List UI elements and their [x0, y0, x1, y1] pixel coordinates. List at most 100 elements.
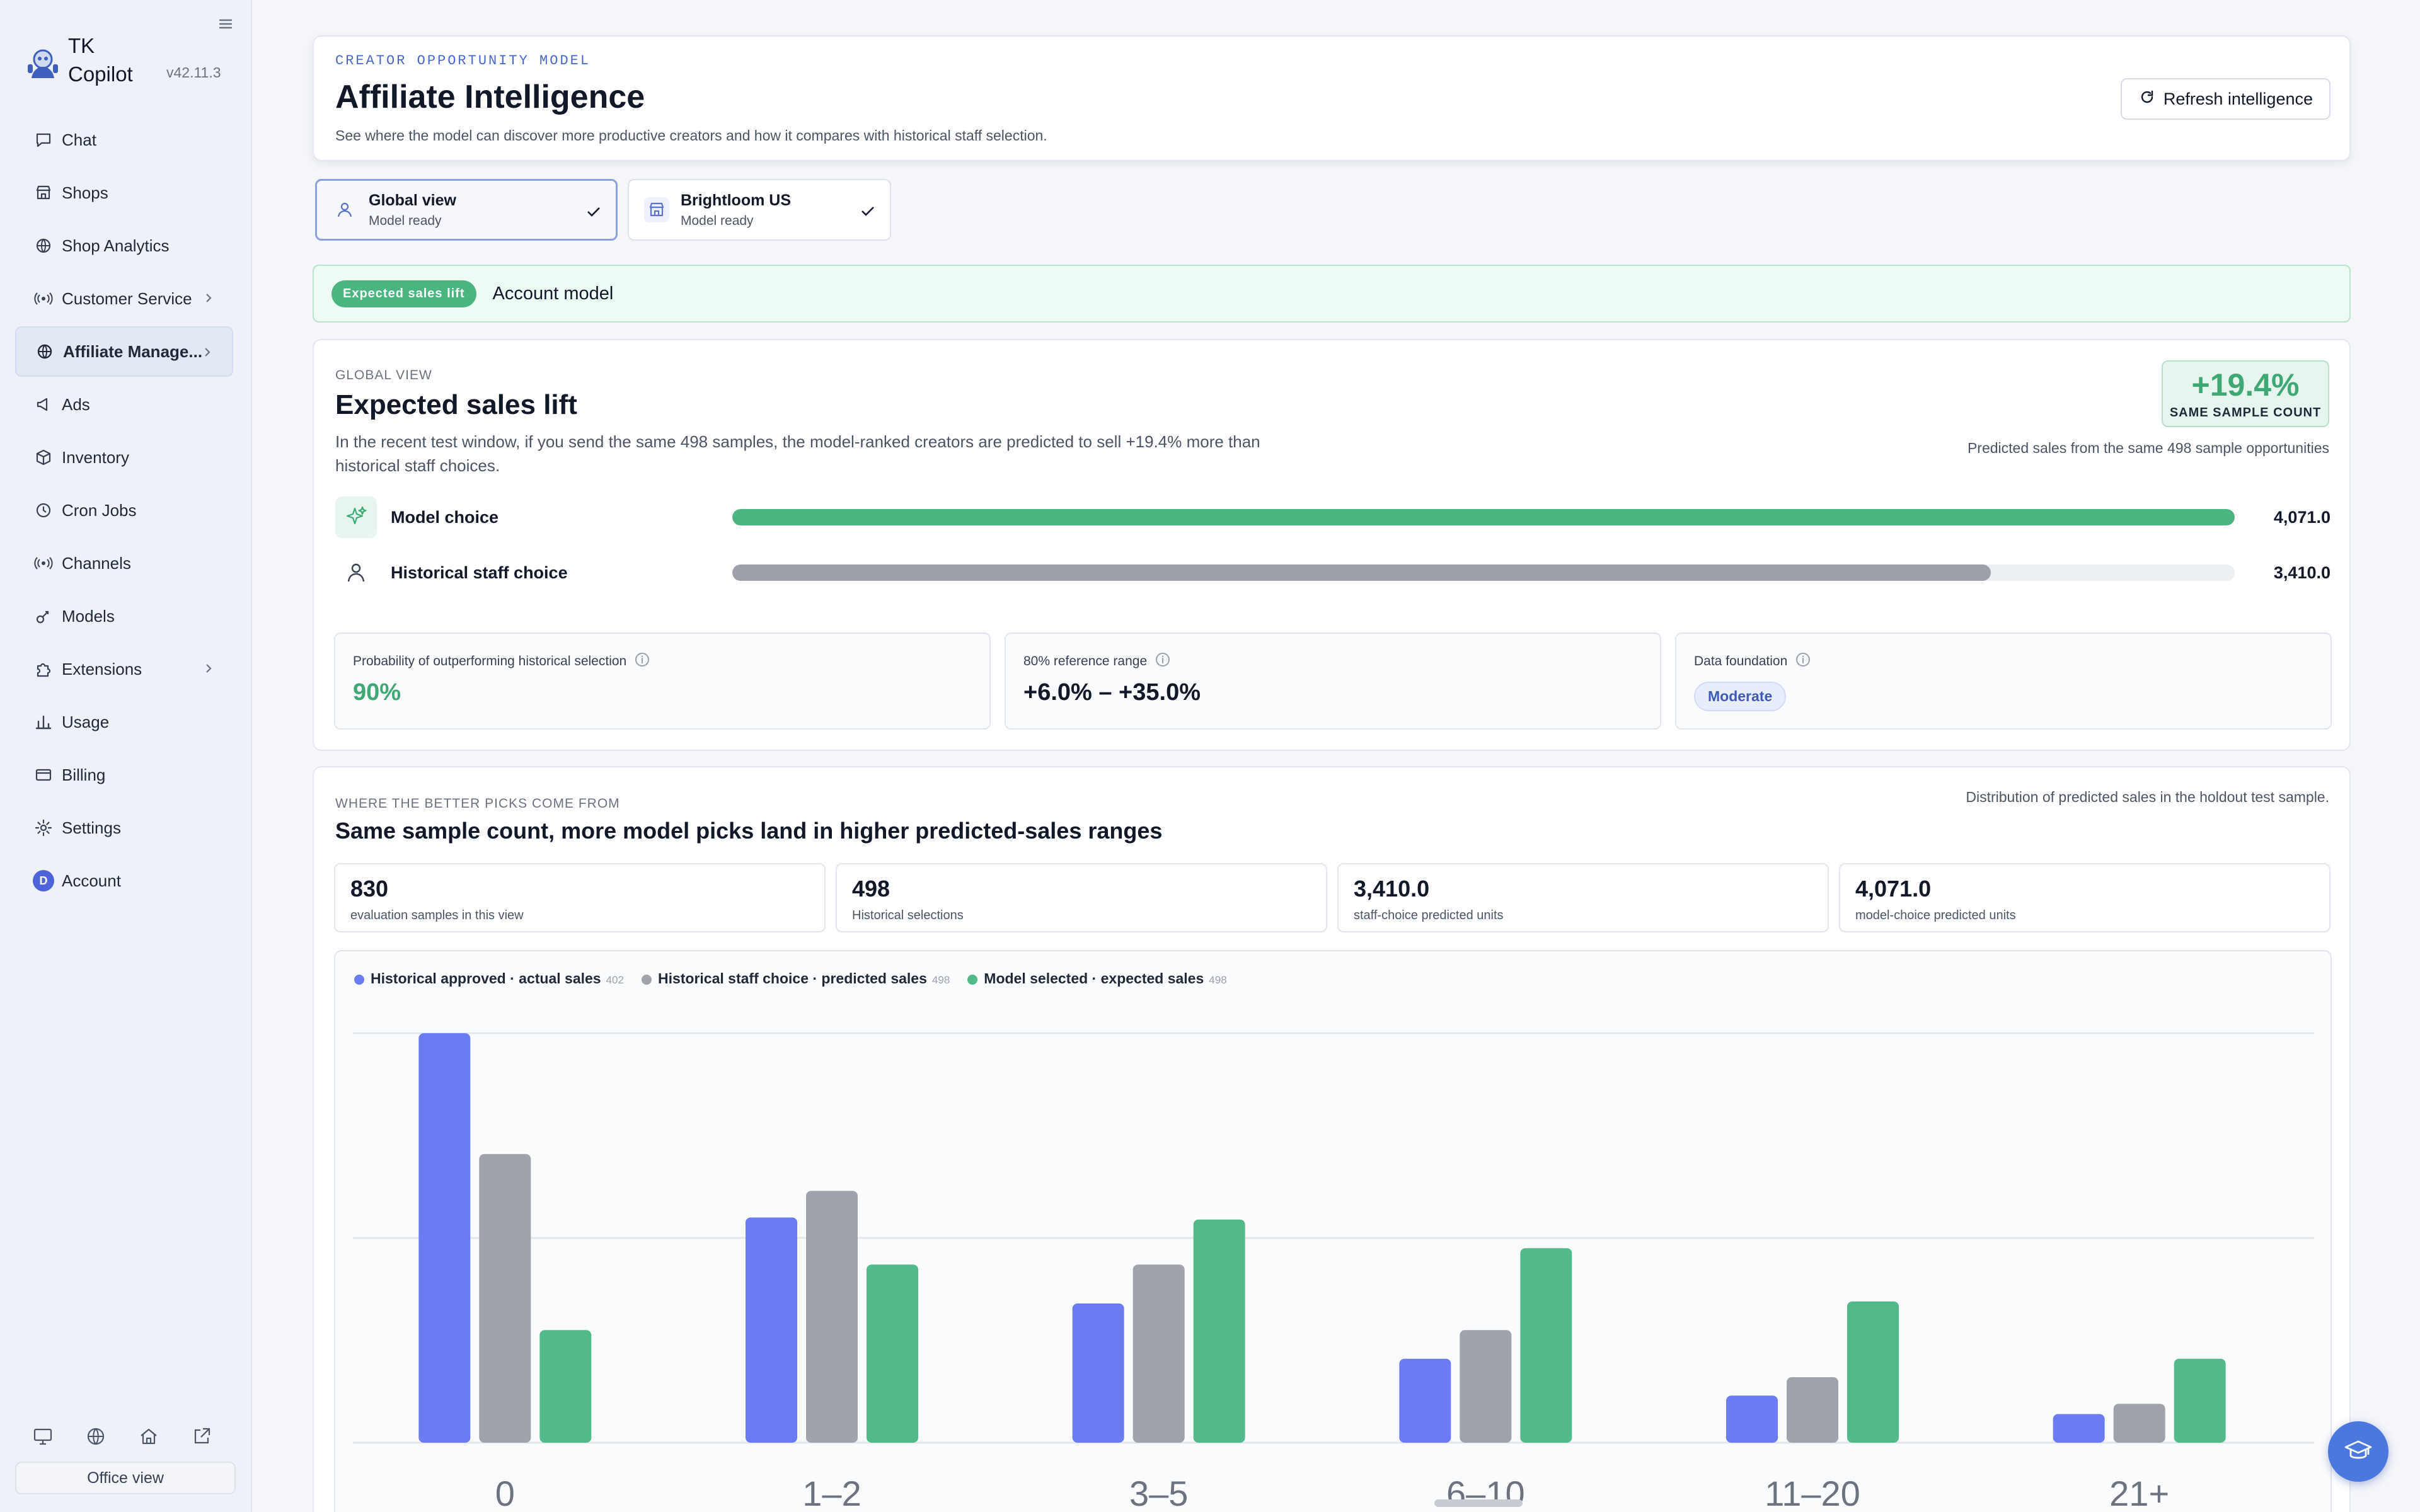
sidebar-item-cron-jobs[interactable]: Cron Jobs	[15, 485, 233, 536]
info-icon[interactable]	[1795, 651, 1811, 672]
chart-bar[interactable]	[806, 1191, 858, 1443]
sidebar-item-shops[interactable]: Shops	[15, 168, 233, 218]
sidebar-item-inventory[interactable]: Inventory	[15, 432, 233, 483]
section-title: Expected sales lift	[335, 389, 577, 420]
comparison-row-model: Model choice 4,071.0	[335, 495, 2331, 539]
chart-bar[interactable]	[867, 1264, 918, 1443]
sidebar-item-shop-analytics[interactable]: Shop Analytics	[15, 220, 233, 271]
x-tick-label: 1–2	[802, 1474, 861, 1512]
sidebar-item-chat[interactable]: Chat	[15, 115, 233, 165]
metric-reference-range: 80% reference range +6.0% – +35.0%	[1005, 633, 1661, 730]
chart-bar[interactable]	[1520, 1248, 1572, 1443]
sidebar-item-extensions[interactable]: Extensions	[15, 644, 233, 694]
sidebar-item-models[interactable]: Models	[15, 591, 233, 641]
monitor-icon[interactable]	[32, 1425, 54, 1448]
chart-bar[interactable]	[539, 1330, 592, 1443]
home-icon[interactable]	[137, 1425, 160, 1448]
sidebar-nav: Chat Shops Shop Analytics Customer Servi…	[15, 115, 233, 908]
sidebar-item-label: Shop Analytics	[62, 236, 170, 255]
scope-tab-brightloom-us[interactable]: Brightloom US Model ready	[628, 179, 891, 241]
sidebar-item-affiliate-management[interactable]: Affiliate Manage...	[15, 326, 233, 377]
robot-logo-icon	[24, 45, 62, 83]
lift-badge-value: +19.4%	[2191, 367, 2300, 403]
stat-historical-selections: 498 Historical selections	[836, 863, 1327, 932]
bar-fill-model	[732, 509, 2235, 525]
sidebar-item-channels[interactable]: Channels	[15, 538, 233, 588]
legend-item[interactable]: Historical approved · actual sales 402	[354, 970, 624, 987]
metric-data-foundation: Data foundation Moderate	[1675, 633, 2332, 730]
chart-bar[interactable]	[479, 1154, 531, 1443]
sidebar-item-label: Billing	[62, 765, 106, 784]
chart-bar[interactable]	[2113, 1404, 2165, 1443]
stat-label: Historical selections	[852, 908, 964, 922]
chart-bar[interactable]	[1399, 1358, 1451, 1443]
scope-name: Global view	[369, 191, 456, 209]
refresh-intelligence-button[interactable]: Refresh intelligence	[2120, 78, 2331, 120]
chart-bar[interactable]	[2174, 1358, 2226, 1443]
page-title: Affiliate Intelligence	[335, 79, 645, 115]
sidebar-item-label: Settings	[62, 818, 121, 837]
globe-icon	[34, 341, 55, 362]
globe-icon[interactable]	[84, 1425, 107, 1448]
sidebar-item-label: Chat	[62, 130, 96, 149]
bar-chart-icon	[33, 711, 54, 733]
model-banner: Expected sales lift Account model	[313, 265, 2351, 323]
puzzle-icon	[33, 658, 54, 680]
scope-tab-global-view[interactable]: Global view Model ready	[315, 179, 618, 241]
chart-bar[interactable]	[1132, 1264, 1185, 1443]
stat-value: 4,071.0	[1855, 876, 1932, 902]
office-view-button[interactable]: Office view	[15, 1462, 236, 1494]
card-icon	[33, 764, 54, 786]
stat-label: staff-choice predicted units	[1354, 908, 1504, 922]
legend-dot	[967, 974, 978, 985]
scope-name: Brightloom US	[681, 191, 791, 209]
page-eyebrow: CREATOR OPPORTUNITY MODEL	[335, 53, 591, 69]
sidebar-item-label: Usage	[62, 712, 110, 731]
x-tick-label: 3–5	[1129, 1474, 1188, 1512]
sidebar-item-label: Shops	[62, 183, 108, 202]
chart-bar[interactable]	[1460, 1330, 1512, 1443]
distribution-card: WHERE THE BETTER PICKS COME FROM Same sa…	[313, 766, 2351, 1512]
chevron-right-icon	[200, 290, 217, 306]
chart-bar[interactable]	[1787, 1377, 1838, 1443]
legend-item[interactable]: Historical staff choice · predicted sale…	[641, 970, 950, 987]
brand: TK Copilot v42.11.3	[24, 32, 221, 88]
chart-bar[interactable]	[1726, 1395, 1778, 1443]
legend-count: 498	[1209, 974, 1227, 986]
menu-collapse-icon[interactable]	[217, 15, 234, 33]
page-description: See where the model can discover more pr…	[335, 127, 1047, 144]
bar-track	[732, 509, 2235, 525]
row-label: Historical staff choice	[391, 563, 568, 582]
sidebar-item-customer-service[interactable]: Customer Service	[15, 273, 233, 324]
sidebar-item-account[interactable]: D Account	[15, 856, 233, 906]
sidebar-item-settings[interactable]: Settings	[15, 803, 233, 853]
external-link-icon[interactable]	[190, 1425, 213, 1448]
store-icon	[33, 182, 54, 203]
sidebar-item-label: Account	[62, 871, 121, 890]
sidebar-item-billing[interactable]: Billing	[15, 750, 233, 800]
sidebar-item-ads[interactable]: Ads	[15, 379, 233, 430]
chart-bar[interactable]	[1193, 1219, 1245, 1443]
chart-bar[interactable]	[746, 1217, 797, 1443]
distribution-note: Distribution of predicted sales in the h…	[1966, 789, 2329, 805]
scope-status: Model ready	[681, 213, 754, 228]
chart-bar[interactable]	[1072, 1303, 1124, 1443]
main-content: CREATOR OPPORTUNITY MODEL Affiliate Inte…	[252, 0, 2420, 1512]
section-kicker: WHERE THE BETTER PICKS COME FROM	[335, 796, 620, 811]
x-tick-label: 21+	[2109, 1474, 2169, 1512]
info-icon[interactable]	[634, 651, 650, 672]
chart-bar[interactable]	[2053, 1414, 2105, 1443]
help-fab-button[interactable]	[2328, 1421, 2388, 1482]
metric-label: Probability of outperforming historical …	[353, 654, 627, 668]
chart-bar[interactable]	[418, 1033, 471, 1443]
sidebar-item-usage[interactable]: Usage	[15, 697, 233, 747]
chat-icon	[33, 129, 54, 151]
legend-item[interactable]: Model selected · expected sales 498	[967, 970, 1227, 987]
check-icon	[584, 202, 603, 221]
horizontal-scrollbar[interactable]	[1434, 1499, 1523, 1507]
legend-count: 402	[606, 974, 624, 986]
metric-value: +6.0% – +35.0%	[1023, 679, 1201, 706]
chart-bar[interactable]	[1847, 1301, 1899, 1443]
info-icon[interactable]	[1155, 651, 1171, 672]
foundation-badge: Moderate	[1694, 682, 1787, 711]
